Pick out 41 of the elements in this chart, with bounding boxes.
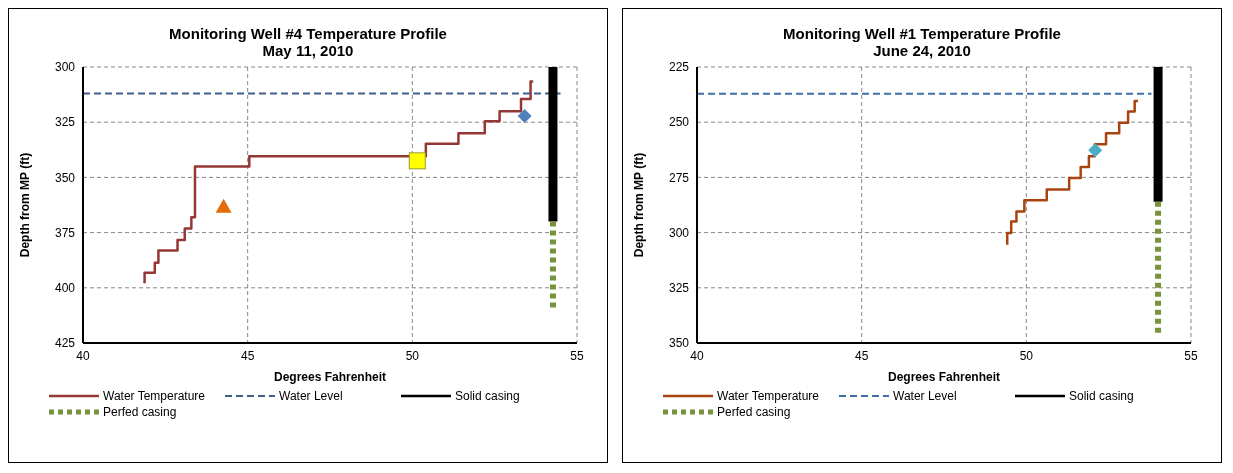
- legend-label: Water Level: [279, 389, 343, 403]
- x-tick-label: 50: [405, 348, 420, 363]
- legend-label: Perfed casing: [103, 405, 177, 419]
- y-axis-title: Depth from MP (ft): [18, 152, 33, 258]
- x-tick-label: 45: [854, 348, 869, 363]
- y-tick-label: 300: [668, 225, 690, 240]
- point: [517, 109, 532, 124]
- y-tick-label: 325: [668, 281, 690, 296]
- y-tick-label: 350: [668, 336, 690, 351]
- y-tick-label: 400: [54, 281, 76, 296]
- x-tick-label: 40: [690, 348, 704, 363]
- point: [215, 198, 232, 213]
- x-tick-label: 45: [240, 348, 255, 363]
- line-series: [143, 80, 535, 285]
- legend-label: Solid casing: [1069, 389, 1134, 403]
- chart-title: Monitoring Well #4 Temperature Profile: [168, 25, 448, 42]
- line-series: [1005, 99, 1140, 246]
- legend-label: Solid casing: [455, 389, 520, 403]
- y-tick-label: 300: [54, 60, 76, 75]
- point: [408, 152, 426, 170]
- y-tick-label: 275: [668, 170, 690, 185]
- x-tick-label: 50: [1019, 348, 1034, 363]
- y-tick-label: 375: [54, 225, 76, 240]
- y-tick-label: 350: [54, 170, 76, 185]
- chart-subtitle: June 24, 2010: [872, 42, 972, 59]
- x-tick-label: 55: [570, 348, 584, 363]
- y-tick-label: 225: [668, 60, 690, 75]
- legend-label: Perfed casing: [717, 405, 791, 419]
- y-tick-label: 250: [668, 115, 690, 130]
- y-tick-label: 325: [54, 115, 76, 130]
- chart-subtitle: May 11, 2010: [261, 42, 355, 59]
- legend-label: Water Temperature: [103, 389, 206, 403]
- chart-title: Monitoring Well #1 Temperature Profile: [782, 25, 1062, 42]
- y-axis-title: Depth from MP (ft): [632, 152, 647, 258]
- legend-label: Water Temperature: [717, 389, 820, 403]
- x-axis-title: Degrees Fahrenheit: [887, 370, 1001, 384]
- x-axis-title: Degrees Fahrenheit: [273, 370, 387, 384]
- legend-label: Water Level: [893, 389, 957, 403]
- x-tick-label: 55: [1184, 348, 1198, 363]
- y-tick-label: 425: [54, 336, 76, 351]
- x-tick-label: 40: [76, 348, 90, 363]
